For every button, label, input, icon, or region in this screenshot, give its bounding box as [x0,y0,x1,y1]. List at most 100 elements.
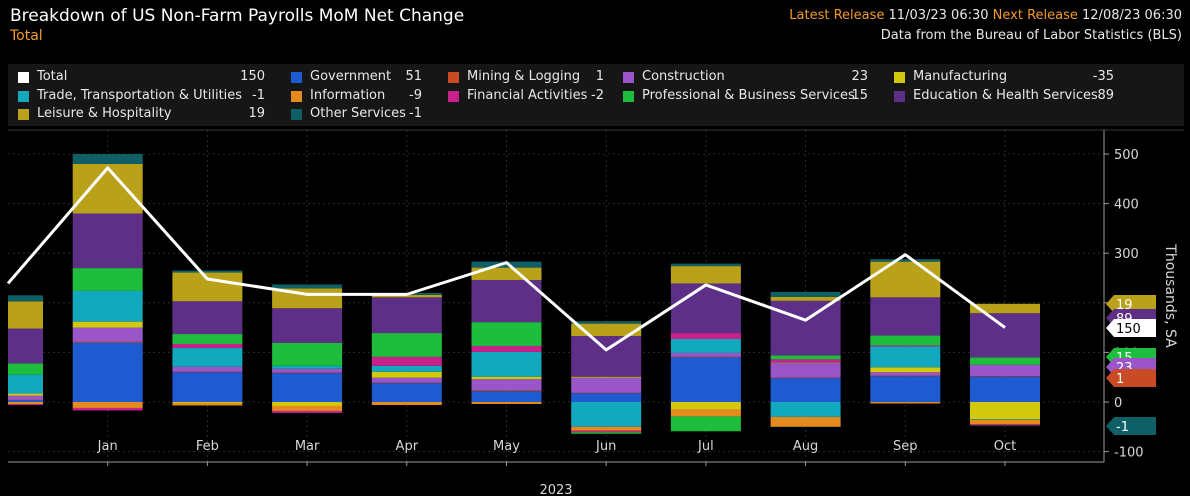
legend-value: -2 [591,87,604,103]
bar-segment [770,359,841,363]
bar-segment [471,279,542,323]
bar-segment [8,403,43,405]
latest-release-value: 11/03/23 06:30 [888,8,989,23]
bar-segment [770,402,841,417]
bar-segment [8,363,43,375]
x-tick-label: Feb [196,439,219,454]
legend-item[interactable]: Total 150 [18,68,265,86]
bar-segment [272,405,343,411]
bar-segment [670,339,741,353]
bar-segment [970,424,1040,426]
bar-segment [770,296,841,301]
bar-segment [172,334,243,344]
bar-segment [72,402,143,408]
bar-segment [72,321,143,328]
data-source: Data from the Bureau of Labor Statistics… [880,28,1182,43]
legend-swatch [448,72,459,83]
legend-label: Total [37,69,68,84]
bar-segment [8,400,43,402]
x-tick-label: Mar [295,439,320,454]
chart-legend: Total 150 Government 51 Mining & Logging 1 Con… [8,64,1184,126]
bar-segment [970,303,1040,314]
legend-item[interactable]: Trade, Transportation & Utilities -1 [18,87,265,105]
bar-segment [8,395,43,400]
bar-segment [371,383,442,402]
legend-item[interactable]: Other Services -1 [291,105,422,123]
bar-segment [72,213,143,269]
bar-segment [371,377,442,383]
bar-segment [571,426,642,431]
bar-segment [770,378,841,402]
legend-item[interactable]: Professional & Business Services 15 [623,87,868,105]
release-info: Latest Release 11/03/23 06:30 Next Relea… [789,8,1182,23]
legend-label: Government [310,69,392,84]
bar-segment [670,266,741,284]
bar-segment [272,284,343,289]
bar-segment [770,362,841,378]
bar-segment [72,407,143,411]
bar-segment [670,283,741,334]
legend-value: 150 [240,69,265,84]
legend-swatch [623,72,634,83]
legend-item[interactable]: Mining & Logging 1 [448,68,604,86]
bar-segment [72,341,143,343]
bars-group [8,154,1040,434]
bar-segment [172,343,243,348]
bar-segment [870,376,941,402]
bar-segment [970,364,1040,377]
bar-segment [272,402,343,406]
bar-segment [870,367,941,373]
legend-swatch [894,72,905,83]
bar-segment [371,365,442,372]
bar-segment [72,154,143,164]
y-tick-label: 0 [1114,396,1122,411]
bar-segment [970,425,1040,426]
bar-segment [970,419,1040,420]
bar-segment [471,345,542,352]
legend-swatch [291,109,302,120]
legend-value: -9 [409,87,422,103]
bar-segment [371,371,442,378]
total-line [6,166,1006,352]
x-tick-label: Jan [97,439,118,454]
legend-value: 19 [248,106,265,121]
x-tick-label: Oct [994,439,1016,454]
bar-segment [8,399,43,401]
bar-segment [670,352,741,357]
bar-segment [471,322,542,346]
legend-label: Manufacturing [913,69,1008,84]
legend-swatch [18,72,29,83]
bar-segment [72,327,143,342]
bar-segment [670,263,741,267]
bar-segment [272,368,343,373]
legend-value: 15 [851,87,868,103]
legend-item[interactable]: Government 51 [291,68,422,86]
chart-header: Breakdown of US Non-Farm Payrolls MoM Ne… [0,0,1190,62]
x-year-label: 2023 [539,483,572,496]
legend-item[interactable]: Information -9 [291,87,422,105]
legend-swatch [18,109,29,120]
bar-segment [8,295,43,302]
legend-item[interactable]: Financial Activities -2 [448,87,604,105]
legend-item[interactable]: Leisure & Hospitality 19 [18,105,265,123]
bar-segment [172,366,243,372]
chart-title: Breakdown of US Non-Farm Payrolls MoM Ne… [10,6,465,26]
bar-segment [870,335,941,346]
legend-label: Trade, Transportation & Utilities [37,87,243,103]
bar-segment [172,402,243,403]
y-tick-label: 500 [1114,148,1139,163]
bar-segment [870,259,941,262]
legend-swatch [448,90,459,102]
legend-item[interactable]: Construction 23 [623,68,868,86]
bar-segment [770,355,841,360]
bar-segment [172,347,243,367]
legend-item[interactable]: Manufacturing -35 [894,68,1114,86]
bar-segment [571,321,642,324]
bar-segment [770,416,841,427]
legend-label: Professional & Business Services [642,87,855,103]
legend-label: Other Services [310,106,406,121]
legend-label: Construction [642,69,725,84]
bar-segment [970,313,1040,358]
legend-item[interactable]: Education & Health Services 89 [894,87,1114,105]
bar-segment [870,375,941,377]
